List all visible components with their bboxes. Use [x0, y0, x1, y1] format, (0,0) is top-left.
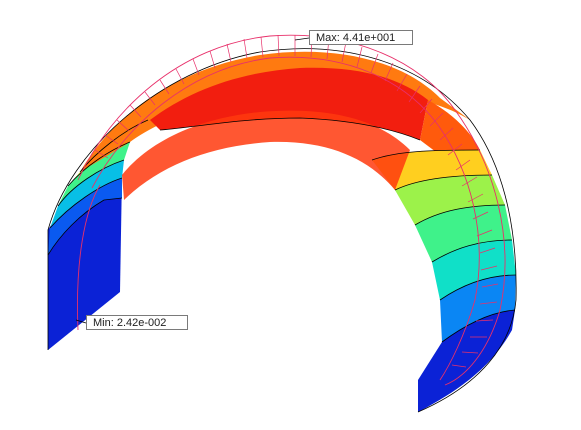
arch-inner-face: [122, 110, 410, 200]
band-right-lime: [395, 175, 505, 225]
band-right-lightblue: [440, 275, 516, 342]
probe-leaders: [75, 37, 310, 324]
stress-arrows: [77, 34, 506, 386]
contour-lines: [47, 117, 517, 343]
arrow-envelope-inner: [91, 56, 480, 381]
arrow-base-line: [77, 184, 101, 331]
band-left-cyan: [50, 160, 124, 228]
band-right-green: [415, 205, 512, 262]
band-left-lightblue: [48, 178, 122, 255]
min-probe-label[interactable]: Min: 2.42e-002: [86, 315, 188, 330]
band-right-cyan: [432, 240, 516, 300]
max-probe-label[interactable]: Max: 4.41e+001: [309, 30, 413, 45]
arrow-envelope-outer: [77, 34, 506, 386]
arrow-ticks: [94, 34, 499, 368]
max-leader-line: [294, 37, 310, 41]
min-leader-line: [75, 319, 87, 324]
arch-surface: [47, 48, 517, 413]
